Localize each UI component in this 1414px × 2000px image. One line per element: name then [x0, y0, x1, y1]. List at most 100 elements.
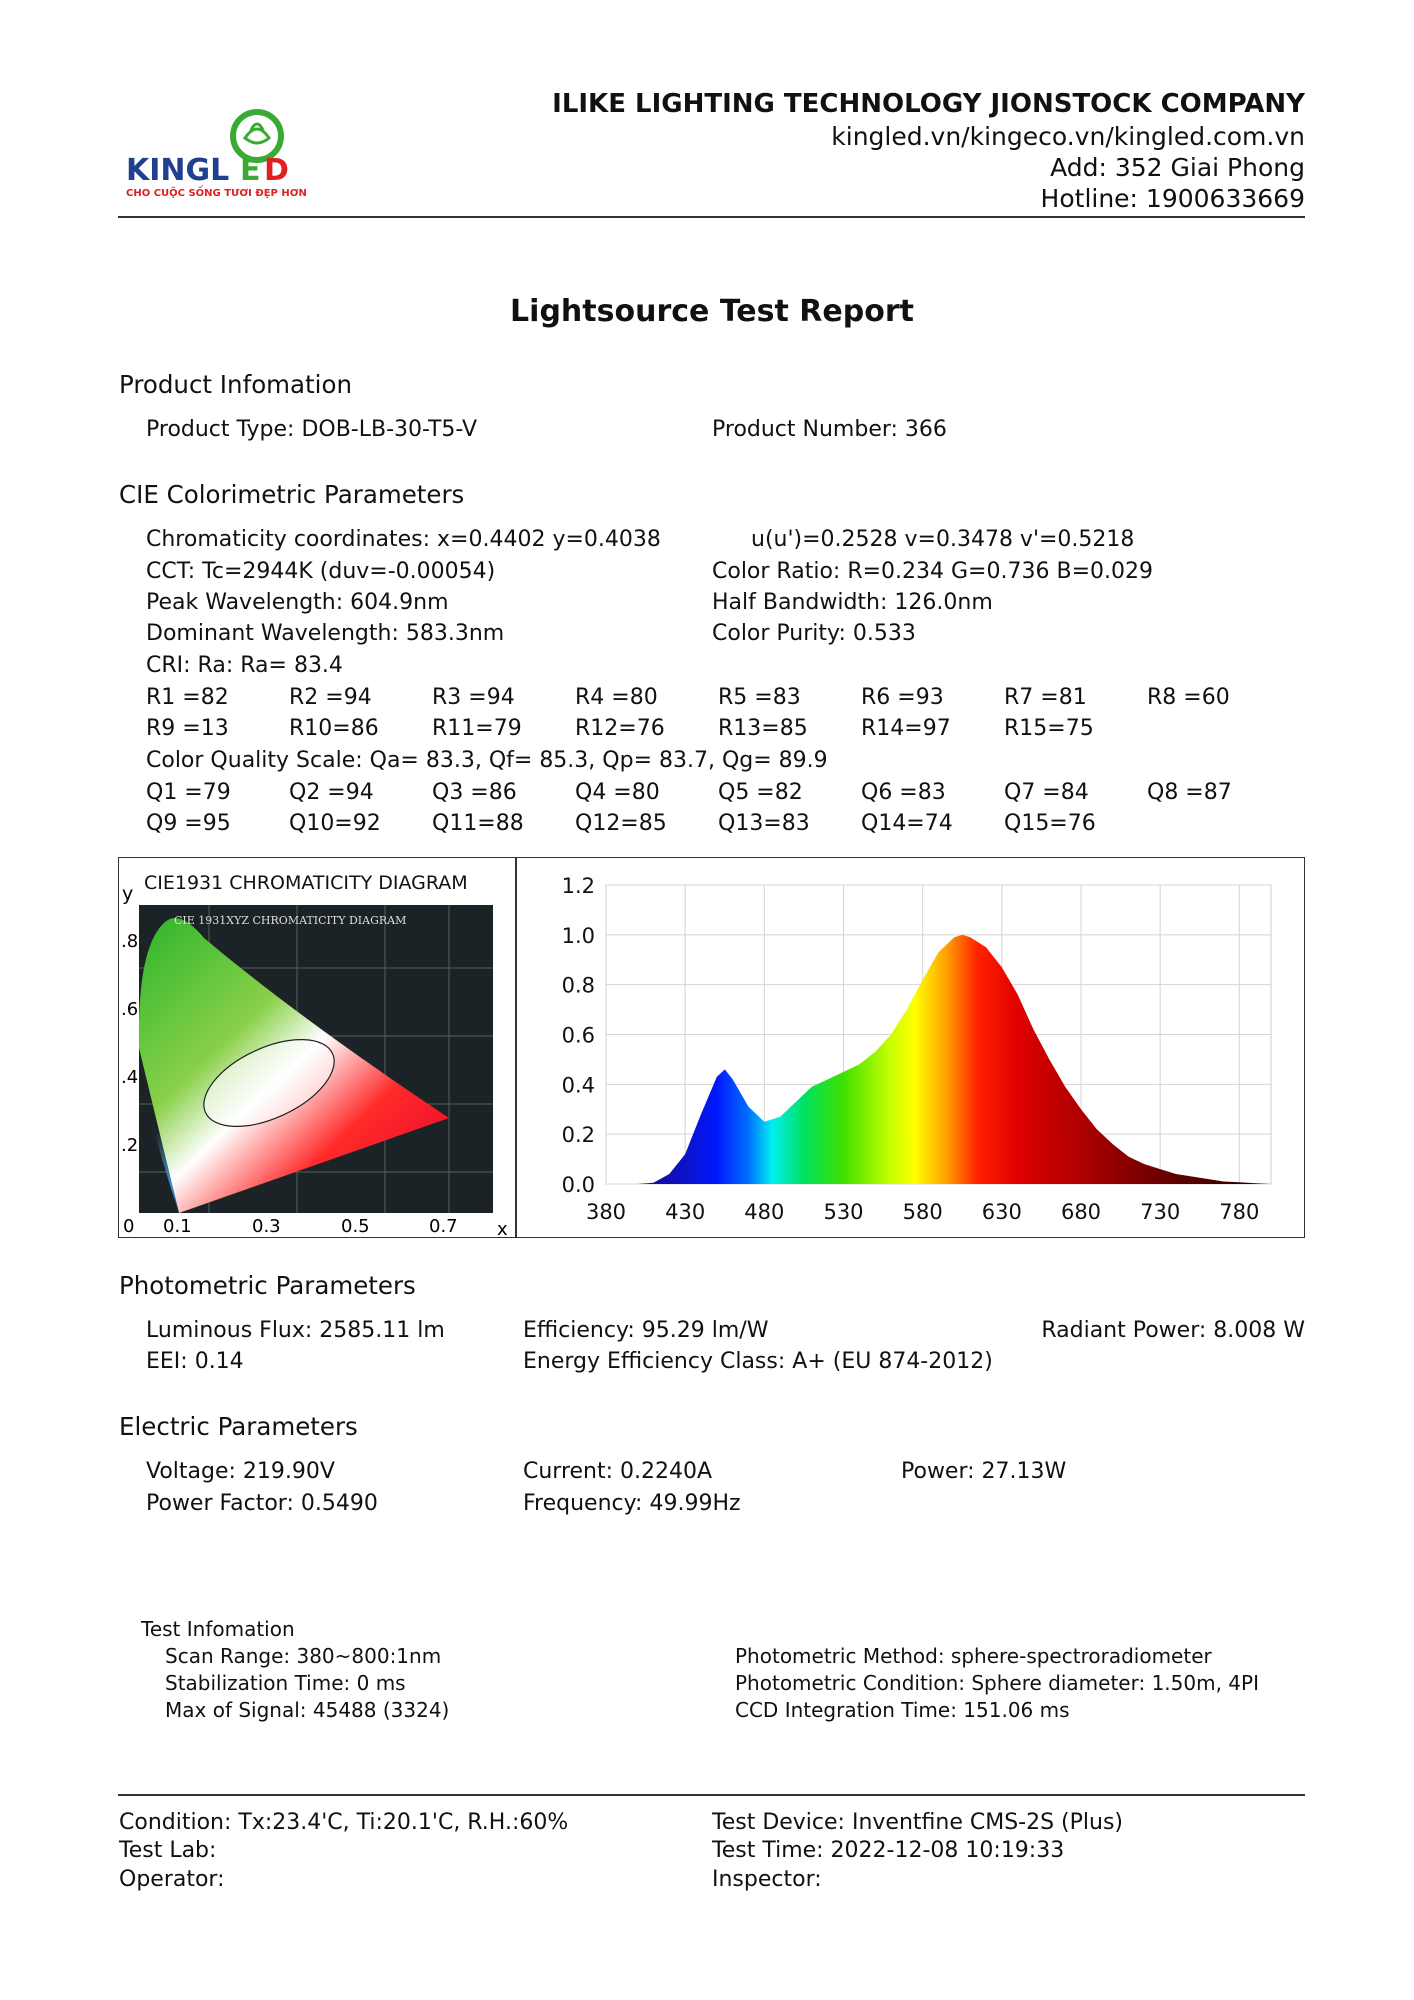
- chromaticity: Chromaticity coordinates: x=0.4402 y=0.4…: [146, 527, 661, 552]
- test-device: Test Device: Inventfine CMS-2S (Plus): [712, 1810, 1123, 1835]
- chart-panel: CIE1931 CHROMATICITY DIAGRAM y CIE 1931X…: [118, 857, 1305, 1238]
- eei: EEI: 0.14: [146, 1349, 244, 1374]
- spectrum-area: [606, 934, 1271, 1184]
- cie-y-label: y: [122, 883, 133, 905]
- q-value: Q10=92: [289, 811, 381, 836]
- peak-wavelength: Peak Wavelength: 604.9nm: [146, 590, 449, 615]
- dominant-wavelength: Dominant Wavelength: 583.3nm: [146, 621, 505, 646]
- r-value: R8 =60: [1147, 685, 1230, 710]
- product-number: Product Number: 366: [712, 417, 947, 442]
- planckian-locus-region: [203, 1039, 335, 1127]
- half-bandwidth: Half Bandwidth: 126.0nm: [712, 590, 993, 615]
- r-value: R1 =82: [146, 685, 229, 710]
- x-tick-label: 480: [744, 1200, 784, 1224]
- frequency: Frequency: 49.99Hz: [523, 1491, 741, 1516]
- y-tick-label: 1.0: [562, 924, 595, 948]
- svg-text:CHO CUỘC SỐNG TƯƠI ĐẸP HƠN: CHO CUỘC SỐNG TƯƠI ĐẸP HƠN: [126, 184, 307, 198]
- photometric-condition: Photometric Condition: Sphere diameter: …: [735, 1671, 1259, 1695]
- cie-x-tick: 0.5: [341, 1216, 370, 1237]
- x-tick-label: 530: [823, 1200, 863, 1224]
- r-value: R15=75: [1004, 716, 1094, 741]
- color-quality-scale: Color Quality Scale: Qa= 83.3, Qf= 85.3,…: [146, 748, 828, 773]
- r-value: R10=86: [289, 716, 379, 741]
- cie-inner-title: CIE 1931XYZ CHROMATICITY DIAGRAM: [174, 914, 406, 927]
- spectrum-chart: 0.0 0.2 0.4 0.6 0.8 1.0 1.2 380 430 480 530 580 630 6…: [562, 874, 1272, 1224]
- address: Add: 352 Giai Phong: [1050, 153, 1305, 182]
- color-purity: Color Purity: 0.533: [712, 621, 916, 646]
- footer-divider: [118, 1794, 1305, 1796]
- q-value: Q14=74: [861, 811, 953, 836]
- cri: CRI: Ra: Ra= 83.4: [146, 653, 343, 678]
- y-tick-label: 0.4: [562, 1073, 595, 1097]
- x-tick-label: 580: [903, 1200, 943, 1224]
- cie-x-tick: 0.1: [163, 1216, 192, 1237]
- cie-x-label: x: [497, 1219, 508, 1237]
- q-value: Q9 =95: [146, 811, 231, 836]
- q-value: Q8 =87: [1147, 780, 1232, 805]
- inspector: Inspector:: [712, 1867, 822, 1892]
- websites: kingled.vn/kingeco.vn/kingled.com.vn: [831, 122, 1305, 151]
- photometric-method: Photometric Method: sphere-spectroradiom…: [735, 1644, 1212, 1668]
- q-value: Q6 =83: [861, 780, 946, 805]
- luminous-flux: Luminous Flux: 2585.11 lm: [146, 1318, 445, 1343]
- scan-range: Scan Range: 380~800:1nm: [165, 1644, 442, 1668]
- q-value: Q1 =79: [146, 780, 231, 805]
- svg-text:D: D: [264, 153, 289, 188]
- header-divider: [118, 216, 1305, 218]
- x-tick-label: 680: [1061, 1200, 1101, 1224]
- cie-y-tick: .2: [121, 1135, 138, 1156]
- svg-text:E: E: [240, 153, 261, 188]
- current: Current: 0.2240A: [523, 1459, 713, 1484]
- cie-title: CIE1931 CHROMATICITY DIAGRAM: [144, 872, 468, 894]
- r-value: R6 =93: [861, 685, 944, 710]
- y-tick-label: 1.2: [562, 874, 595, 898]
- product-type: Product Type: DOB-LB-30-T5-V: [146, 417, 478, 442]
- r-value: R3 =94: [432, 685, 515, 710]
- cie-x-tick: 0.7: [429, 1216, 458, 1237]
- chart-divider: [515, 858, 517, 1237]
- r-value: R9 =13: [146, 716, 229, 741]
- x-tick-label: 630: [982, 1200, 1022, 1224]
- operator: Operator:: [119, 1867, 225, 1892]
- y-tick-label: 0.6: [562, 1024, 595, 1048]
- x-tick-label: 380: [586, 1200, 626, 1224]
- r-value: R13=85: [718, 716, 808, 741]
- cie-y-tick: .6: [121, 999, 138, 1020]
- r-value: R2 =94: [289, 685, 372, 710]
- cie-x-tick: 0.3: [252, 1216, 281, 1237]
- company-name: ILIKE LIGHTING TECHNOLOGY JIONSTOCK COMP…: [552, 89, 1305, 119]
- page-title: Lightsource Test Report: [510, 294, 914, 329]
- cie-diagram: CIE1931 CHROMATICITY DIAGRAM y CIE 1931X…: [121, 872, 508, 1237]
- power: Power: 27.13W: [901, 1459, 1067, 1484]
- q-value: Q2 =94: [289, 780, 374, 805]
- cct: CCT: Tc=2944K (duv=-0.00054): [146, 559, 496, 584]
- efficiency: Efficiency: 95.29 lm/W: [523, 1318, 769, 1343]
- hotline: Hotline: 1900633669: [1040, 184, 1305, 213]
- q-value: Q13=83: [718, 811, 810, 836]
- y-tick-label: 0.0: [562, 1173, 595, 1197]
- cie-y-tick: .4: [121, 1067, 138, 1088]
- test-time: Test Time: 2022-12-08 10:19:33: [712, 1838, 1065, 1863]
- product-heading: Product Infomation: [119, 370, 352, 399]
- y-tick-label: 0.8: [562, 974, 595, 998]
- power-factor: Power Factor: 0.5490: [146, 1491, 378, 1516]
- voltage: Voltage: 219.90V: [146, 1459, 335, 1484]
- cie-x-tick: 0: [123, 1216, 134, 1237]
- uv-coordinates: u(u')=0.2528 v=0.3478 v'=0.5218: [751, 527, 1135, 552]
- q-value: Q3 =86: [432, 780, 517, 805]
- q-value: Q5 =82: [718, 780, 803, 805]
- q-value: Q15=76: [1004, 811, 1096, 836]
- y-tick-label: 0.2: [562, 1123, 595, 1147]
- x-tick-label: 730: [1140, 1200, 1180, 1224]
- ccd-integration-time: CCD Integration Time: 151.06 ms: [735, 1698, 1070, 1722]
- electric-heading: Electric Parameters: [119, 1412, 358, 1441]
- r-value: R12=76: [575, 716, 665, 741]
- photometric-heading: Photometric Parameters: [119, 1271, 416, 1300]
- q-value: Q11=88: [432, 811, 524, 836]
- r-value: R4 =80: [575, 685, 658, 710]
- q-value: Q12=85: [575, 811, 667, 836]
- radiant-power: Radiant Power: 8.008 W: [1041, 1318, 1305, 1343]
- test-lab: Test Lab:: [119, 1838, 217, 1863]
- test-heading: Test Infomation: [141, 1617, 295, 1641]
